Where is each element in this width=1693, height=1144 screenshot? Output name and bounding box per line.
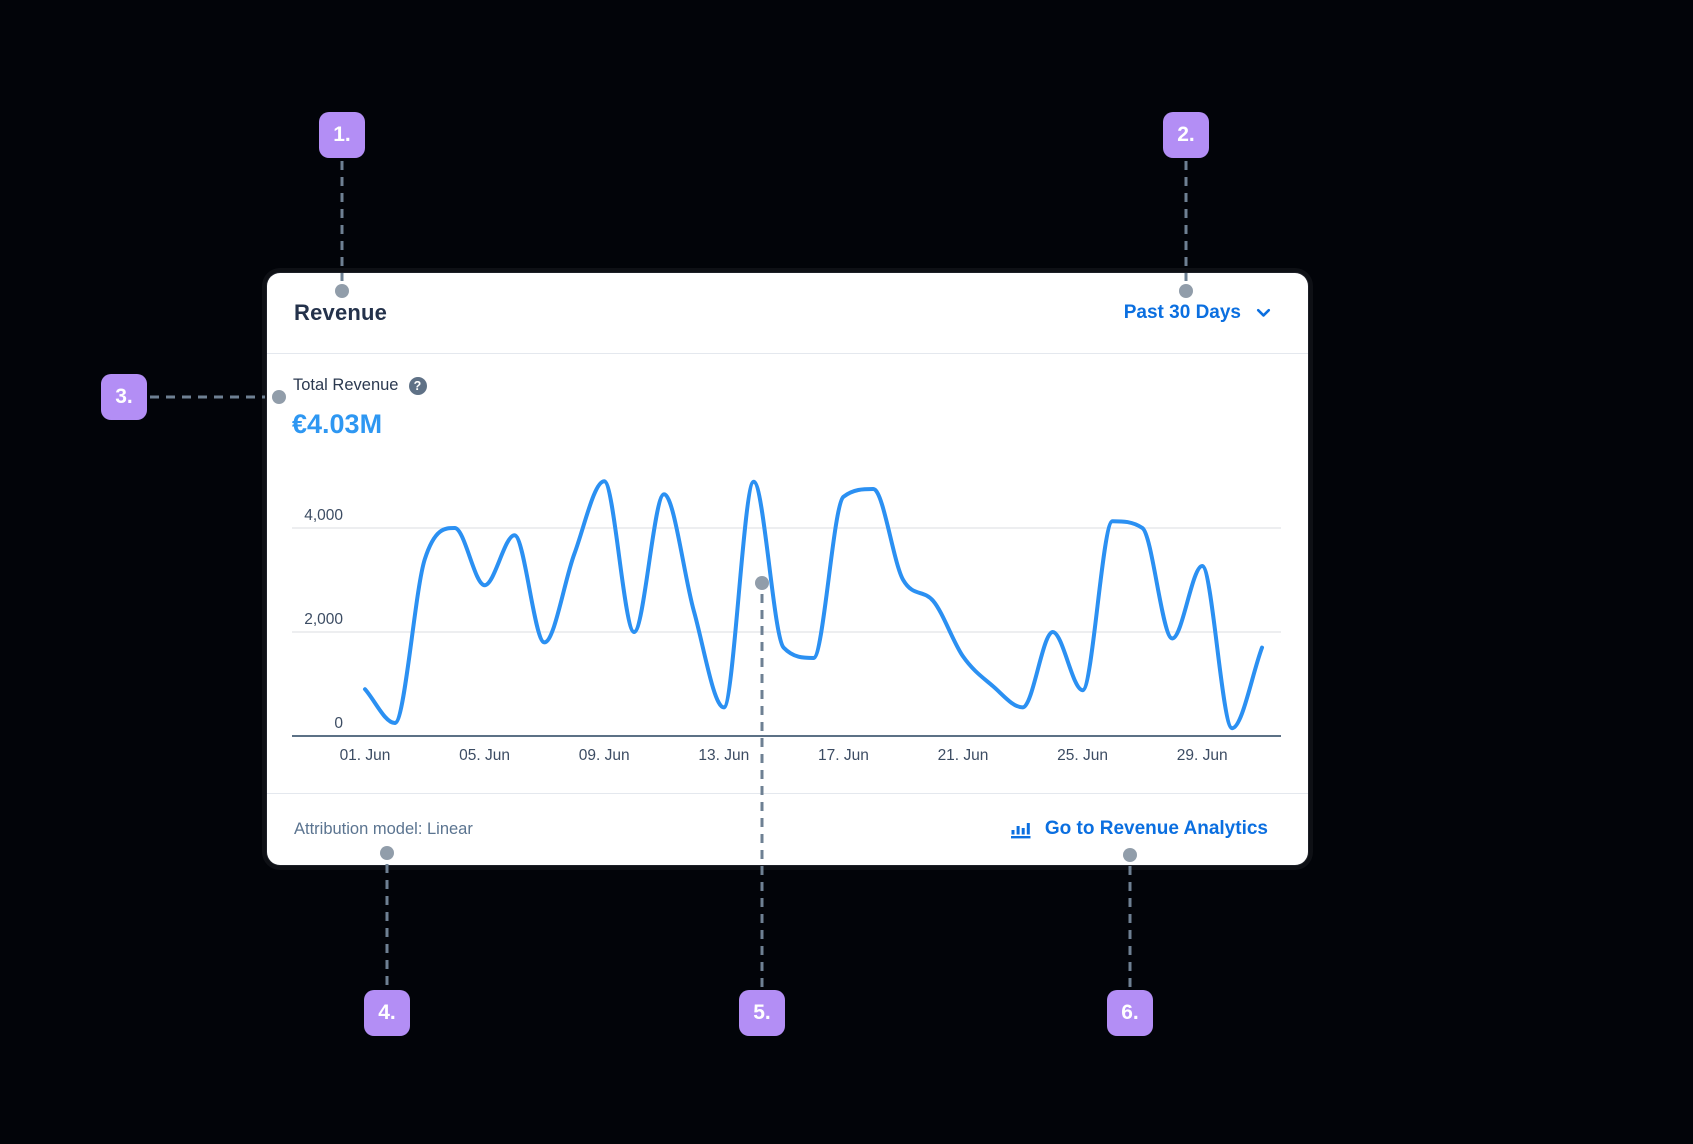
chart-line <box>363 479 1264 731</box>
footer-divider <box>267 793 1308 794</box>
attribution-model-label: Attribution model: Linear <box>294 819 473 838</box>
svg-text:13. Jun: 13. Jun <box>698 747 749 764</box>
svg-text:25. Jun: 25. Jun <box>1057 747 1108 764</box>
go-to-revenue-analytics-link[interactable]: Go to Revenue Analytics <box>1010 818 1268 840</box>
svg-text:17. Jun: 17. Jun <box>818 747 869 764</box>
annotation-badge-4: 4. <box>364 990 410 1036</box>
annotation-badge-5: 5. <box>739 990 785 1036</box>
svg-text:09. Jun: 09. Jun <box>579 747 630 764</box>
date-range-label: Past 30 Days <box>1123 302 1241 323</box>
revenue-widget-card: Revenue Past 30 Days Total Revenue ? €4.… <box>267 273 1308 865</box>
annotation-badge-2: 2. <box>1163 112 1209 158</box>
help-icon[interactable]: ? <box>408 376 427 395</box>
svg-text:21. Jun: 21. Jun <box>938 747 989 764</box>
widget-footer: Attribution model: Linear Go to Revenue … <box>294 793 1268 865</box>
svg-text:29. Jun: 29. Jun <box>1177 747 1228 764</box>
chevron-down-icon <box>1256 308 1271 318</box>
kpi-label: Total Revenue <box>293 376 399 394</box>
kpi-value: €4.03M <box>292 409 383 439</box>
widget-title: Revenue <box>294 300 388 325</box>
svg-text:0: 0 <box>334 715 343 732</box>
annotation-badge-6: 6. <box>1107 990 1153 1036</box>
bar-chart-icon <box>1010 820 1032 839</box>
header-divider <box>267 353 1308 354</box>
svg-text:01. Jun: 01. Jun <box>340 747 391 764</box>
widget-header: Revenue Past 30 Days <box>294 273 1271 353</box>
revenue-line-chart[interactable]: 0 2,000 4,000 01. Jun 05. Jun 09. Jun 13. Jun 1… <box>267 440 1308 766</box>
svg-text:05. Jun: 05. Jun <box>459 747 510 764</box>
go-to-revenue-analytics-label: Go to Revenue Analytics <box>1044 818 1268 839</box>
kpi-label-row: Total Revenue ? <box>293 376 427 395</box>
date-range-selector[interactable]: Past 30 Days <box>1124 302 1271 324</box>
annotation-badge-3: 3. <box>101 374 147 420</box>
svg-text:2,000: 2,000 <box>304 611 343 628</box>
annotation-badge-1: 1. <box>319 112 365 158</box>
svg-text:4,000: 4,000 <box>304 507 343 524</box>
